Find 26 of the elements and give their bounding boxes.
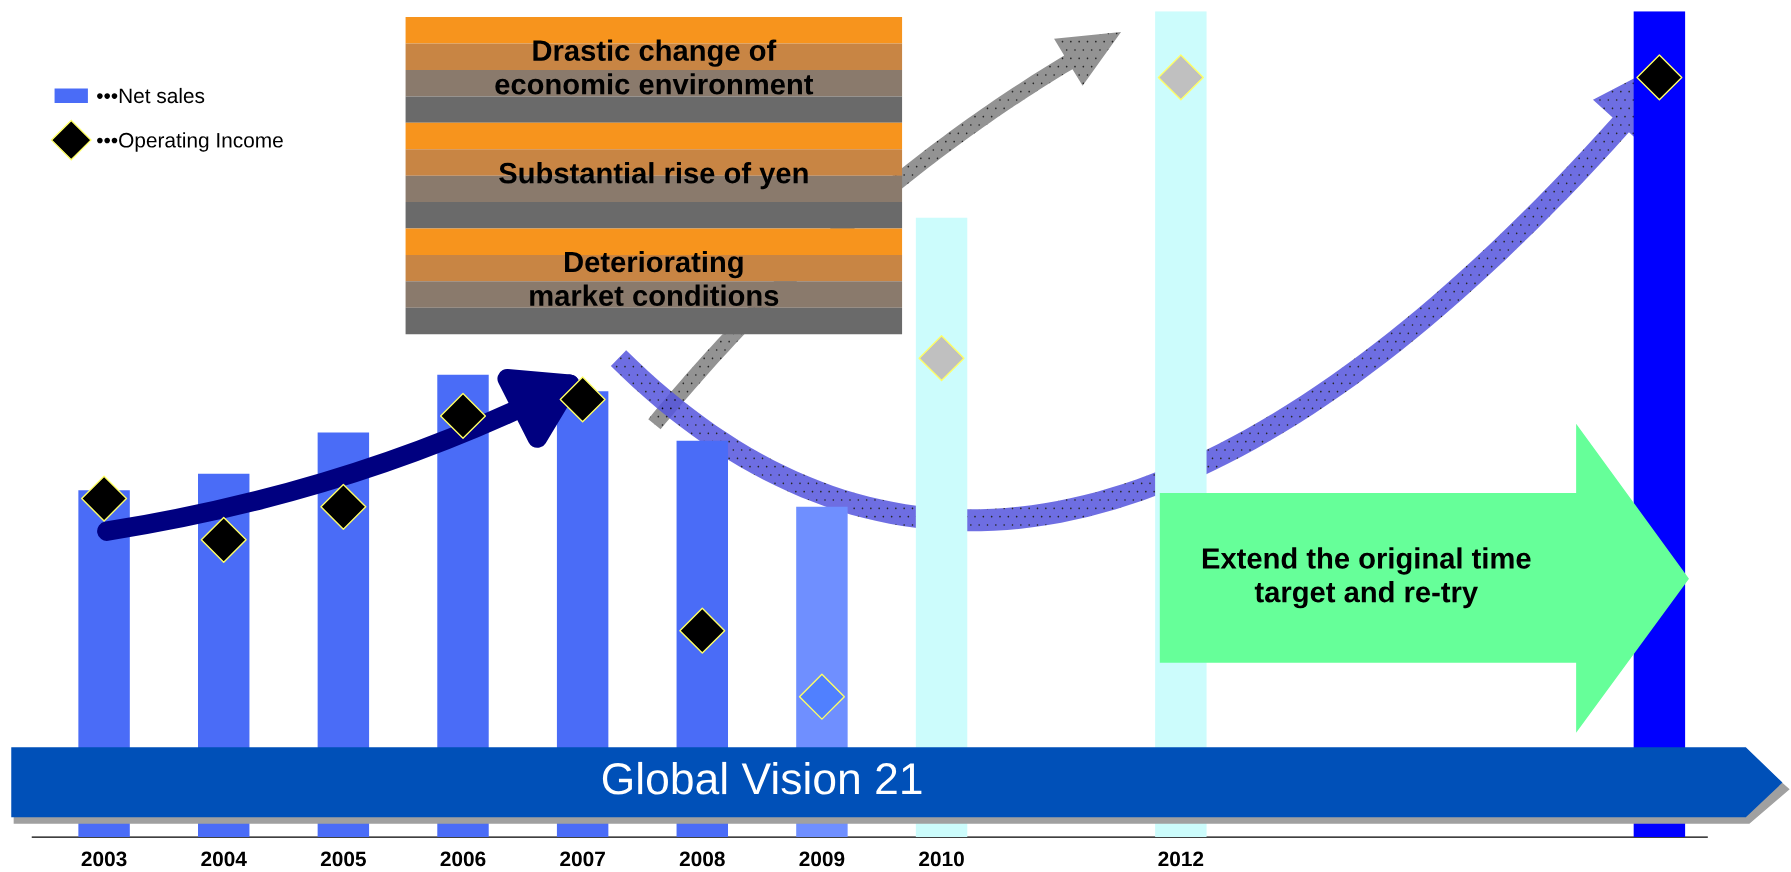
point bbox=[1157, 54, 1204, 101]
point bbox=[200, 516, 247, 563]
x-tick-label: 2010 bbox=[919, 851, 964, 867]
legend-label: •••Net sales bbox=[97, 87, 205, 104]
x-tick-label: 2006 bbox=[440, 851, 486, 867]
point bbox=[559, 376, 606, 423]
x-tick-label: 2003 bbox=[81, 851, 127, 867]
point bbox=[798, 673, 846, 720]
x-tick-label: 2004 bbox=[201, 851, 247, 867]
x-tick-label: 2008 bbox=[679, 851, 725, 867]
point bbox=[1636, 54, 1683, 101]
annotation: Global Vision 21 bbox=[602, 761, 922, 795]
point bbox=[320, 483, 367, 530]
point bbox=[439, 392, 487, 440]
annotation: Extend the original time target and re-try bbox=[1202, 547, 1531, 609]
point bbox=[679, 607, 726, 654]
annotation: Drastic change of economic environment bbox=[495, 39, 814, 95]
annotation: Deteriorating market conditions bbox=[530, 250, 779, 307]
annotation: Substantial rise of yen bbox=[499, 162, 808, 190]
x-tick-label: 2012 bbox=[1158, 851, 1204, 867]
x-tick-label: 2009 bbox=[799, 851, 845, 867]
point bbox=[918, 335, 965, 382]
legend-label: •••Operating Income bbox=[97, 132, 283, 152]
x-tick-label: 2007 bbox=[560, 851, 605, 867]
point bbox=[80, 475, 128, 522]
x-tick-label: 2005 bbox=[320, 851, 366, 867]
